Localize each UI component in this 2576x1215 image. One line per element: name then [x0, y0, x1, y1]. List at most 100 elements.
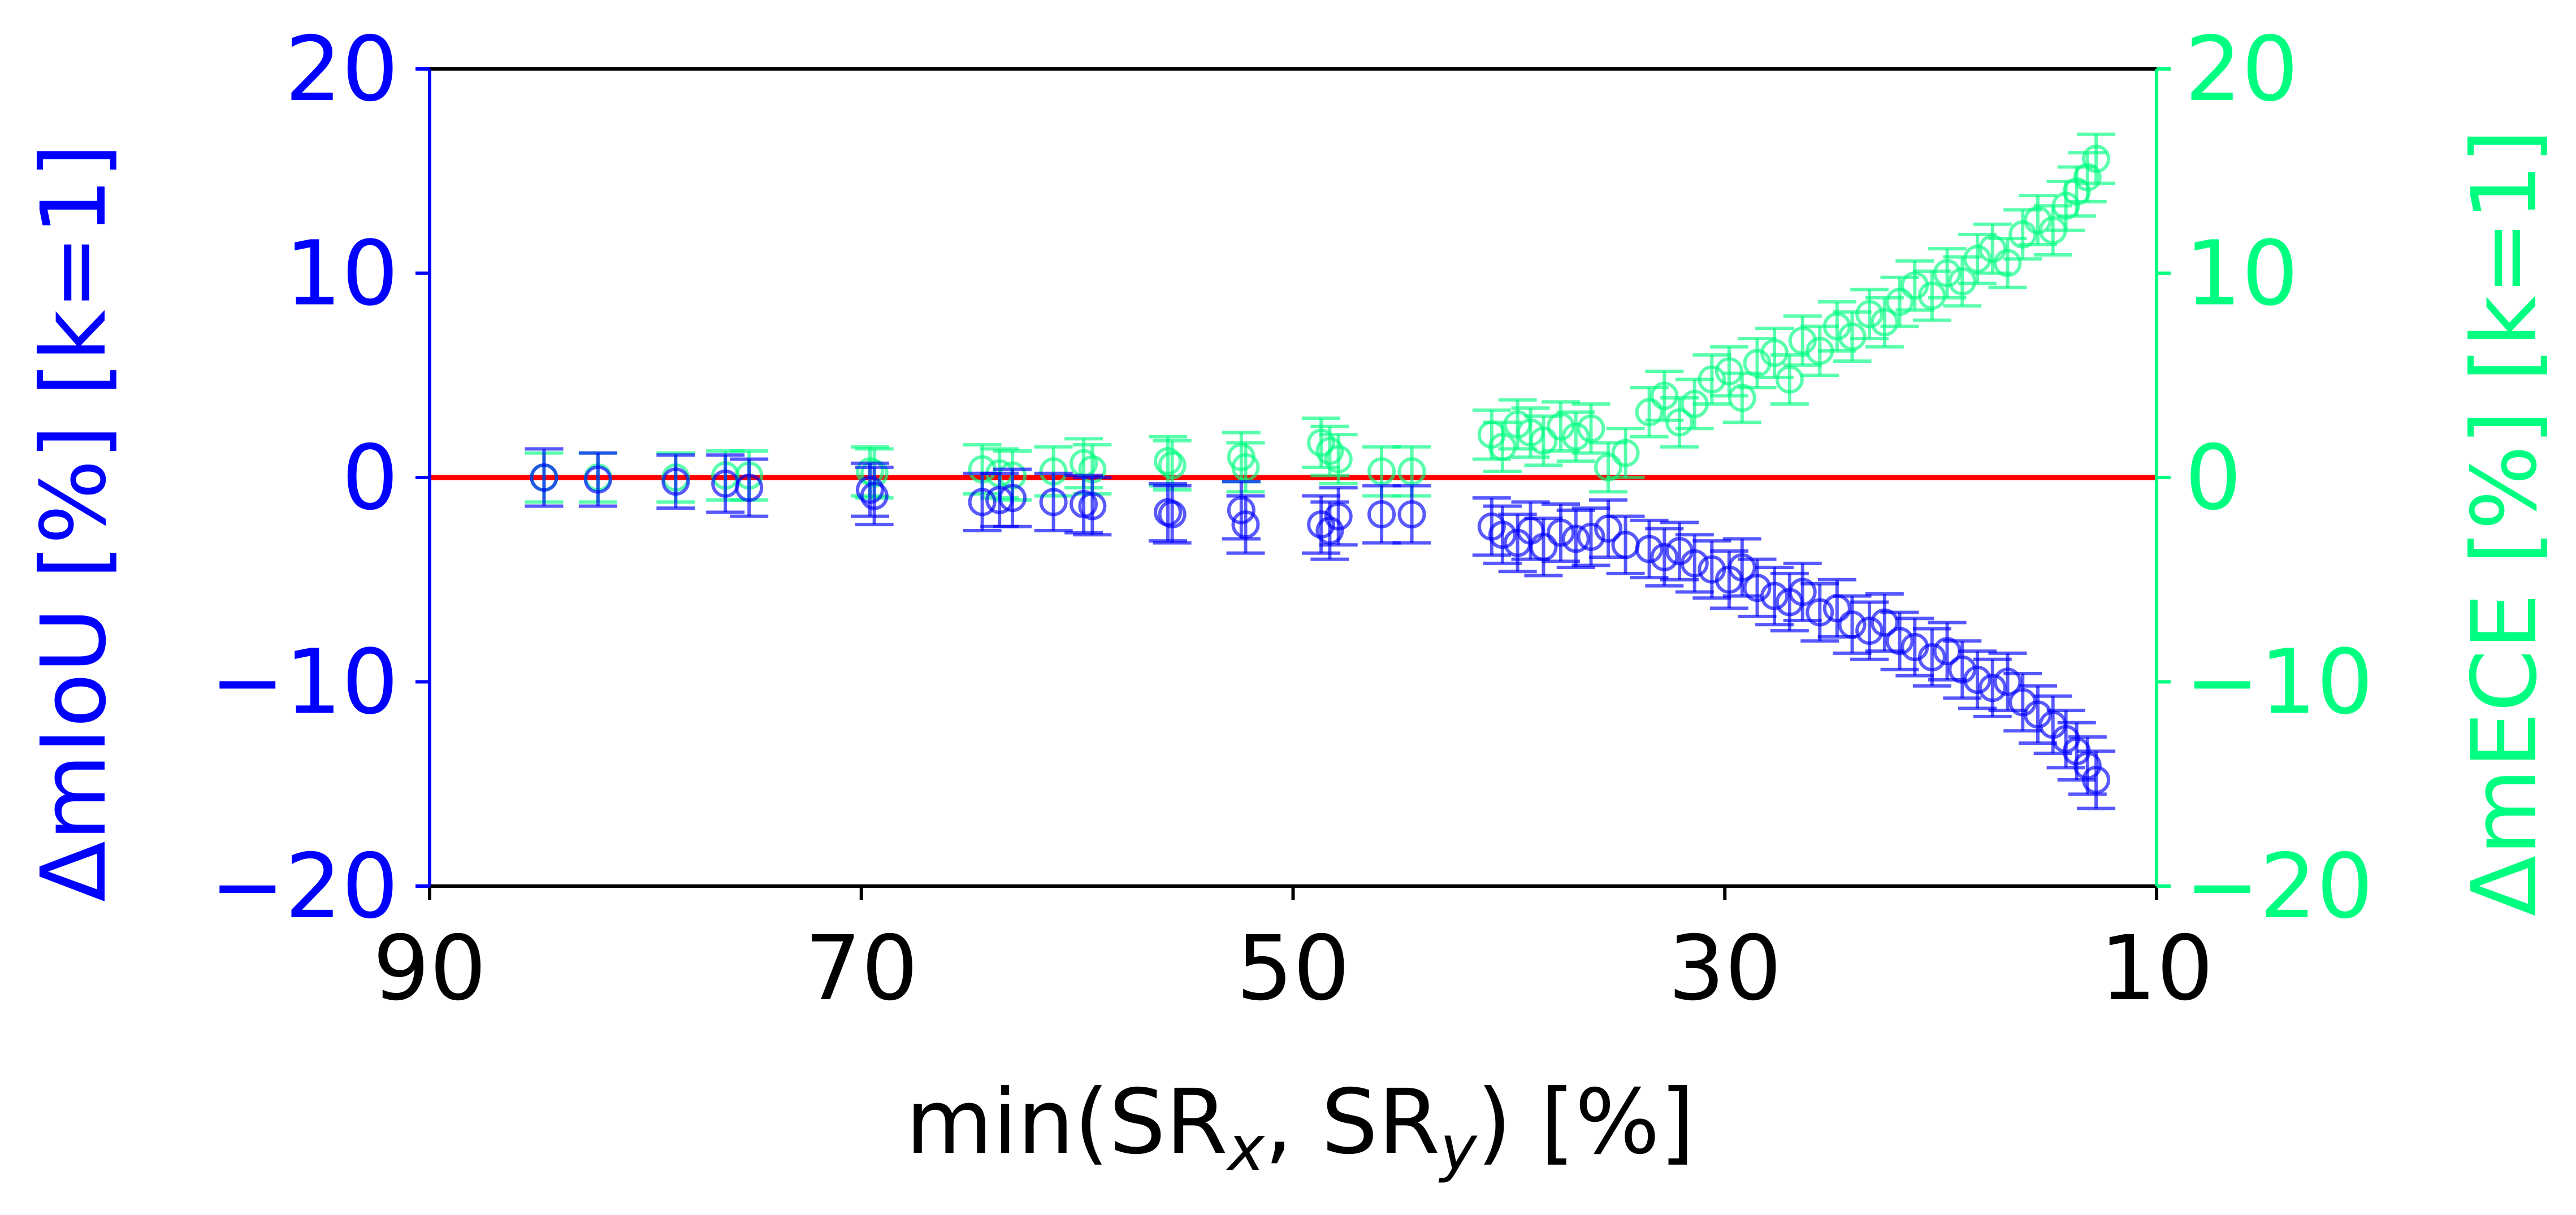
mece-marker [1855, 300, 1884, 328]
miou-point-23 [1483, 504, 1522, 565]
mece-point-26 [1524, 414, 1563, 467]
miou-point-26 [1524, 517, 1563, 578]
mece-marker [1933, 259, 1962, 288]
mece-point-19 [1319, 433, 1358, 485]
miou-point-12 [1073, 476, 1112, 537]
mece-point-34 [1660, 396, 1699, 449]
mece-marker [1948, 267, 1977, 296]
mece-point-40 [1755, 327, 1794, 379]
miou-marker [1948, 655, 1977, 684]
mece-point-57 [2018, 194, 2057, 246]
mece-point-36 [1692, 353, 1731, 406]
y-axis-right-ticks: 20 10 0 −10 −20 [2157, 18, 2373, 939]
miou-point-28 [1556, 508, 1595, 570]
miou-marker [1307, 510, 1336, 539]
mece-marker [1547, 412, 1575, 441]
miou-point-1 [578, 451, 617, 508]
y-left-tick-label: 0 [341, 426, 399, 530]
mece-marker [1978, 235, 2007, 263]
miou-point-43 [1800, 582, 1839, 643]
x-axis-ticks: 90 70 50 30 10 [373, 886, 2214, 1021]
mece-point-31 [1606, 427, 1645, 479]
mece-point-46 [1850, 288, 1889, 341]
mece-point-39 [1738, 337, 1777, 389]
miou-point-61 [2068, 735, 2107, 796]
miou-marker [856, 475, 885, 504]
miou-point-62 [2077, 749, 2116, 810]
miou-marker [1788, 578, 1817, 606]
miou-point-38 [1722, 537, 1761, 598]
y-left-tick-label: 10 [285, 222, 399, 326]
x-axis-title: min(SRx, SRy) [%] [906, 1070, 1695, 1184]
miou-point-48 [1880, 610, 1919, 671]
mece-marker [1594, 453, 1623, 481]
y-axis-left-ticks: 20 10 0 −10 −20 [210, 18, 430, 939]
mece-point-33 [1645, 370, 1684, 422]
miou-marker [1397, 500, 1426, 529]
miou-point-10 [1034, 471, 1073, 532]
mece-marker [2023, 206, 2052, 235]
mece-marker [1728, 384, 1756, 413]
miou-marker [1547, 518, 1575, 547]
mece-marker [1917, 281, 1946, 310]
miou-marker [1529, 532, 1558, 561]
y-left-tick-label: −10 [210, 631, 399, 735]
mece-marker [1635, 398, 1664, 427]
miou-marker [1680, 549, 1709, 578]
mece-point-52 [1943, 255, 1982, 308]
miou-marker [1743, 574, 1772, 602]
miou-point-7 [963, 471, 1002, 532]
mece-point-45 [1833, 310, 1872, 363]
miou-marker [2023, 700, 2052, 729]
mece-marker [1885, 288, 1914, 316]
mece-marker [2082, 145, 2111, 173]
y-right-tick-label: −10 [2185, 631, 2373, 735]
y-right-tick-label: 0 [2185, 426, 2242, 530]
mece-marker [1822, 312, 1851, 341]
miou-marker [583, 465, 612, 494]
miou-point-47 [1865, 592, 1904, 653]
miou-point-37 [1709, 549, 1748, 610]
x-tick-label: 50 [1236, 917, 1350, 1021]
miou-point-36 [1692, 539, 1731, 600]
mece-point-32 [1630, 385, 1669, 439]
miou-marker [1227, 496, 1255, 524]
x-axis-title-sub1: x [1226, 1112, 1266, 1184]
mece-point-38 [1722, 371, 1761, 424]
miou-marker [1917, 643, 1946, 672]
miou-marker [1760, 582, 1789, 610]
miou-marker [1158, 500, 1187, 529]
mece-marker [1650, 381, 1679, 410]
miou-marker [735, 474, 764, 502]
miou-point-35 [1675, 533, 1714, 594]
mece-marker [1577, 414, 1605, 443]
mece-marker [1324, 445, 1353, 474]
y-axis-right-title: ΔmECE [%] [k=1] [2453, 129, 2557, 917]
mece-point-29 [1571, 402, 1610, 455]
mece-marker [1561, 422, 1590, 451]
miou-marker [1039, 488, 1068, 517]
x-axis-title-sub2: y [1438, 1112, 1478, 1184]
miou-marker [1231, 510, 1260, 539]
miou-point-19 [1319, 486, 1358, 547]
mece-marker [1315, 437, 1344, 466]
mece-point-27 [1542, 400, 1581, 453]
mece-marker [1158, 451, 1187, 480]
miou-point-18 [1310, 500, 1349, 561]
x-tick-label: 70 [804, 917, 918, 1021]
miou-point-27 [1542, 502, 1581, 563]
mece-marker [1698, 365, 1726, 394]
miou-point-45 [1833, 594, 1872, 655]
mece-marker [2008, 220, 2037, 249]
mece-marker [1154, 447, 1183, 476]
miou-point-42 [1783, 561, 1822, 623]
mece-marker [1665, 408, 1694, 437]
miou-point-14 [1153, 484, 1192, 545]
miou-point-4 [730, 457, 769, 518]
mece-marker [1870, 308, 1899, 337]
miou-point-50 [1912, 627, 1951, 688]
mece-point-50 [1912, 269, 1951, 322]
mece-marker [1231, 453, 1260, 481]
